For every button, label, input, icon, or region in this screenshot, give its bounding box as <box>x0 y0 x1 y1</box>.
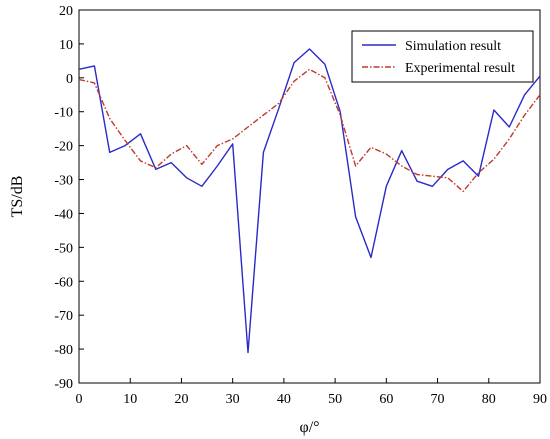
plot-area <box>78 9 541 384</box>
axis-ticks: 0 10 20 30 40 50 60 70 80 90 20 10 0 -10 -20 -30 -40 -50 -… <box>54 4 547 407</box>
y-tick-label: 10 <box>59 38 73 53</box>
y-tick-label: -80 <box>54 343 73 358</box>
y-tick-label: -70 <box>54 309 73 324</box>
x-tick-label: 30 <box>226 392 240 407</box>
x-tick-label: 10 <box>123 392 137 407</box>
series-line-experimental <box>78 68 541 193</box>
y-tick-label: 0 <box>66 72 73 87</box>
x-tick-label: 50 <box>328 392 342 407</box>
x-tick-label: 80 <box>482 392 496 407</box>
x-tick-label: 70 <box>431 392 445 407</box>
y-tick-label: -20 <box>54 140 73 155</box>
y-tick-label: -40 <box>54 207 73 222</box>
y-tick-label: -10 <box>54 106 73 121</box>
y-tick-label: -30 <box>54 174 73 189</box>
plot-frame <box>78 9 541 384</box>
legend-label: Experimental result <box>405 61 515 76</box>
series-lines <box>78 48 541 354</box>
x-tick-label: 60 <box>379 392 393 407</box>
x-tick-label: 90 <box>533 392 547 407</box>
x-tick-label: 40 <box>277 392 291 407</box>
y-tick-label: -60 <box>54 275 73 290</box>
series-line-simulation <box>78 48 541 354</box>
legend: Simulation result Experimental result <box>351 30 534 83</box>
x-tick-label: 0 <box>76 392 83 407</box>
y-tick-label: 20 <box>59 4 73 19</box>
y-tick-label: -50 <box>54 241 73 256</box>
legend-box <box>351 30 534 83</box>
x-tick-label: 20 <box>174 392 188 407</box>
legend-label: Simulation result <box>405 39 501 54</box>
y-tick-label: -90 <box>54 377 73 392</box>
x-axis-label: φ/° <box>299 419 319 436</box>
y-axis-label: TS/dB <box>9 176 26 218</box>
